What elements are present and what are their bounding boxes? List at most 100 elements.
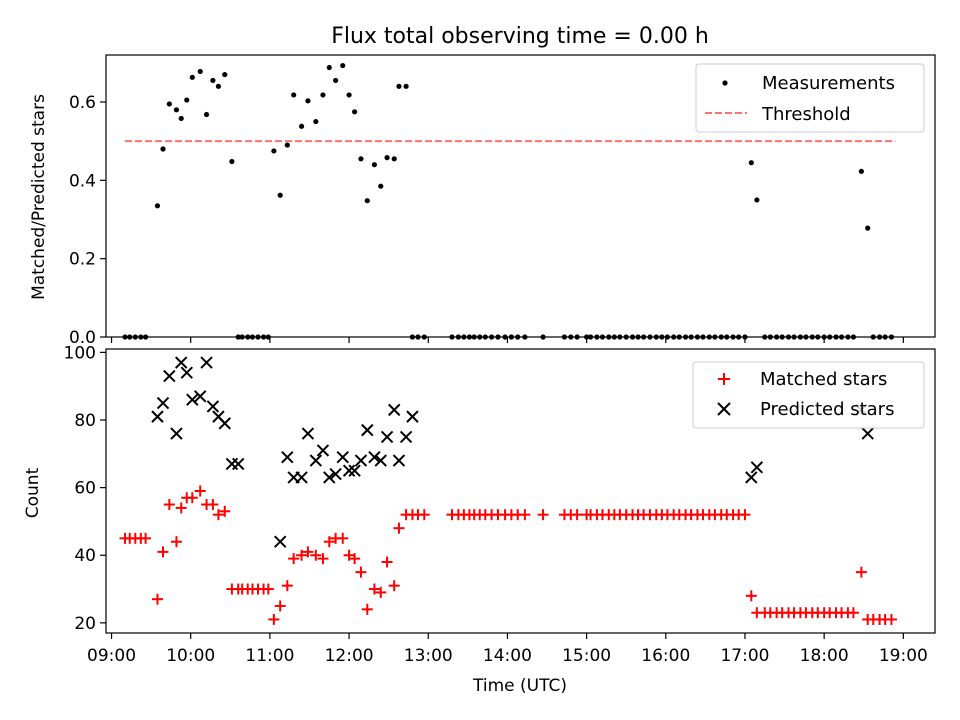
- matched-stars-point: [418, 509, 430, 521]
- bottom-x-tick-label: 13:00: [404, 646, 453, 666]
- predicted-stars-point: [218, 417, 231, 430]
- measurement-point: [403, 83, 409, 89]
- predicted-stars-point: [380, 430, 394, 444]
- measurement-point: [326, 64, 332, 71]
- matched-stars-point: [381, 556, 393, 568]
- matched-stars-point: [207, 499, 219, 511]
- top-y-tick-label: 0.2: [69, 250, 96, 270]
- measurement-point: [189, 74, 195, 80]
- bottom-x-tick-label: 18:00: [800, 646, 849, 666]
- matched-stars-point: [388, 580, 400, 592]
- measurement-point: [748, 160, 754, 166]
- measurement-point: [391, 156, 397, 162]
- top-panel: 0.0 0.2 0.4 0.6 Matched/Predicted stars Mea…: [29, 54, 936, 348]
- matched-stars-point: [262, 583, 274, 595]
- top-axes-frame: [105, 54, 936, 338]
- predicted-stars-point: [273, 535, 287, 548]
- bottom-legend: Matched stars Predicted stars: [692, 361, 925, 429]
- matched-stars-point: [274, 600, 286, 612]
- top-x-ticks: [110, 337, 904, 343]
- predicted-stars-point: [368, 450, 381, 464]
- bottom-panel: 20 40 60 80 100 09:00 10:00 11:00 12:00 13:00 14:…: [23, 343, 936, 696]
- measurement-point: [313, 118, 319, 125]
- predicted-stars-point: [232, 457, 245, 471]
- top-y-tick-label: 0.4: [69, 171, 96, 191]
- predicted-stars-point: [374, 454, 387, 467]
- matched-stars-point: [212, 509, 224, 521]
- predicted-stars-point: [336, 450, 349, 464]
- top-legend-box: [695, 63, 925, 133]
- matched-stars-point: [175, 502, 187, 514]
- matched-stars-point: [163, 499, 175, 511]
- matched-stars-point: [140, 532, 152, 544]
- predicted-stars-point: [861, 427, 874, 440]
- measurement-point: [203, 111, 210, 118]
- matched-stars-point: [343, 549, 355, 561]
- measurement-point: [271, 148, 277, 154]
- measurement-point: [166, 101, 172, 107]
- bottom-x-ticks: 09:00 10:00 11:00 12:00 13:00 14:00 15:00 16:00…: [87, 633, 928, 666]
- bottom-x-tick-label: 12:00: [325, 646, 374, 666]
- matched-stars-point: [194, 485, 206, 497]
- top-y-axis-label: Matched/Predicted stars: [29, 94, 49, 300]
- predicted-stars-point: [745, 471, 758, 484]
- measurement-point: [378, 183, 384, 189]
- predicted-stars-point: [206, 400, 220, 413]
- predicted-stars-point: [361, 423, 374, 437]
- legend-measurements-marker: [722, 80, 728, 86]
- matched-stars-point: [375, 586, 387, 598]
- matched-stars-point: [739, 509, 751, 521]
- predicted-stars-point: [406, 410, 419, 423]
- legend-matched-label: Matched stars: [760, 369, 887, 390]
- predicted-stars-point: [281, 450, 294, 464]
- predicted-stars-point: [163, 369, 176, 383]
- matched-stars-point: [323, 536, 335, 548]
- bottom-x-tick-label: 19:00: [879, 646, 928, 666]
- measurement-point: [320, 92, 326, 98]
- measurement-point: [346, 92, 352, 98]
- matched-stars-point: [519, 509, 531, 521]
- predicted-stars-point: [323, 471, 336, 484]
- measurement-point: [298, 123, 305, 129]
- measurement-point: [364, 198, 370, 204]
- predicted-stars-point: [186, 393, 199, 406]
- legend-predicted-label: Predicted stars: [760, 399, 894, 420]
- legend-threshold-label: Threshold: [761, 104, 851, 125]
- predicted-stars-point: [750, 461, 764, 474]
- matched-stars-point: [268, 613, 280, 625]
- matched-stars-point: [361, 603, 373, 615]
- measurement-point: [229, 158, 235, 165]
- predicted-stars-point: [316, 444, 330, 457]
- measurement-point: [215, 83, 222, 89]
- matched-stars-point: [847, 607, 859, 619]
- bottom-axes-frame: [105, 348, 936, 634]
- bottom-y-tick-label: 60: [74, 479, 96, 499]
- predicted-stars-point: [194, 390, 207, 403]
- predicted-stars-point: [156, 396, 170, 410]
- matched-stars-point: [151, 593, 163, 605]
- matched-stars-point: [317, 553, 329, 565]
- bottom-y-tick-label: 100: [64, 343, 96, 363]
- measurement-point: [340, 62, 346, 69]
- predicted-stars-point: [170, 427, 183, 440]
- matched-stars-point: [219, 505, 231, 517]
- top-y-tick-label: 0.6: [69, 93, 96, 113]
- bottom-y-tick-label: 80: [74, 411, 96, 431]
- measurement-point: [154, 203, 161, 209]
- matched-stars-point: [296, 549, 308, 561]
- bottom-x-tick-label: 15:00: [562, 646, 611, 666]
- predicted-stars-point: [180, 366, 193, 379]
- legend-predicted-marker: [717, 402, 731, 416]
- bottom-plot-marks: [119, 356, 897, 625]
- matched-stars-point: [885, 613, 897, 625]
- measurement-point: [210, 77, 216, 84]
- measurement-point: [305, 98, 311, 104]
- measurement-point: [384, 155, 390, 161]
- matched-stars-point: [157, 546, 169, 558]
- predicted-stars-point: [301, 427, 315, 440]
- matched-stars-point: [571, 509, 583, 521]
- measurement-point: [222, 71, 228, 78]
- matched-stars-point: [310, 549, 322, 561]
